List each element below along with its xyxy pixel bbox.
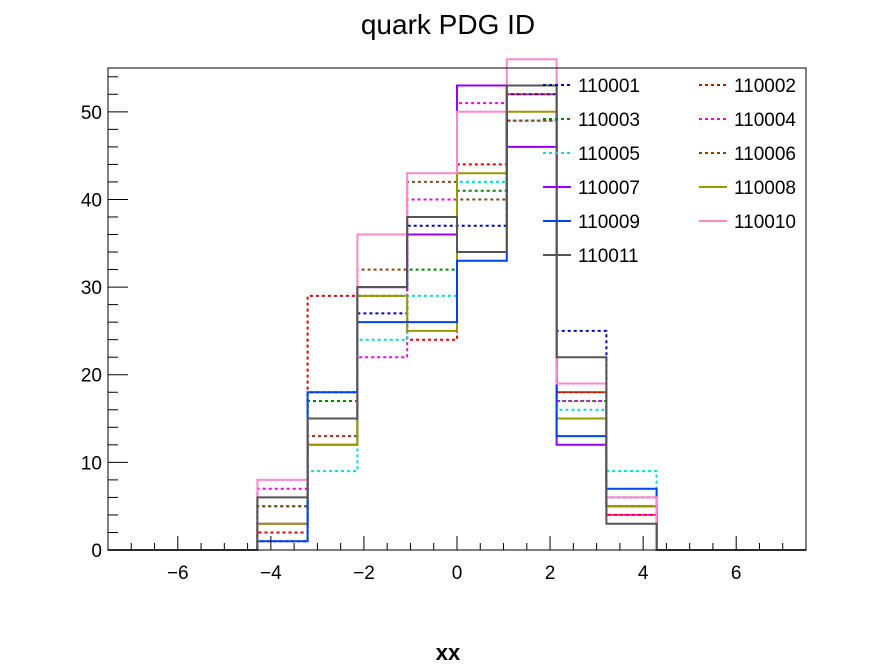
legend-label-110002: 110002 — [734, 76, 796, 97]
legend-label-110004: 110004 — [734, 110, 796, 131]
y-tick-label: 40 — [81, 190, 102, 211]
series-line-110010 — [108, 58, 806, 551]
x-axis-label: xx — [436, 640, 461, 665]
axes-layer: −6 −4 −2 0 2 4 6 0 10 20 30 40 50 — [81, 76, 807, 584]
series-line-110011 — [108, 84, 806, 551]
chart-title: quark PDG ID — [361, 9, 535, 40]
legend: 110001 110002 110003 110004 110005 110006 1100… — [543, 76, 796, 267]
x-tick-label: 6 — [731, 563, 742, 584]
legend-label-110010: 110010 — [734, 212, 796, 233]
legend-label-110007: 110007 — [578, 178, 640, 199]
y-tick-label: 30 — [81, 278, 102, 299]
x-tick-label: −4 — [260, 563, 282, 584]
x-tick-label: 4 — [638, 563, 649, 584]
legend-label-110006: 110006 — [734, 144, 796, 165]
y-tick-label: 20 — [81, 366, 102, 387]
legend-label-110011: 110011 — [578, 246, 639, 267]
y-tick-label: 50 — [81, 103, 102, 124]
x-tick-label: −2 — [353, 563, 375, 584]
x-tick-label: 0 — [452, 563, 463, 584]
y-tick-label: 0 — [91, 541, 102, 562]
legend-label-110003: 110003 — [578, 110, 640, 131]
y-tick-label: 10 — [81, 453, 102, 474]
legend-label-110009: 110009 — [578, 212, 640, 233]
series-layer — [108, 58, 806, 551]
x-tick-label: 2 — [545, 563, 556, 584]
legend-label-110008: 110008 — [734, 178, 796, 199]
legend-label-110005: 110005 — [578, 144, 640, 165]
x-tick-label: −6 — [167, 563, 189, 584]
legend-label-110001: 110001 — [578, 76, 640, 97]
